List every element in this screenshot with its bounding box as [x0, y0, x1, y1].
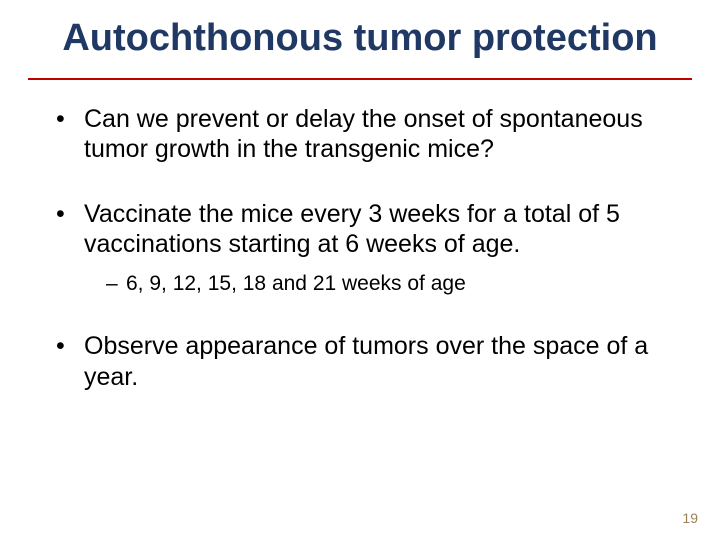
sub-bullet-item: 6, 9, 12, 15, 18 and 21 weeks of age	[106, 270, 680, 297]
bullet-item: Observe appearance of tumors over the sp…	[56, 331, 680, 392]
page-number: 19	[682, 510, 698, 526]
slide-body: Can we prevent or delay the onset of spo…	[0, 80, 720, 392]
slide: Autochthonous tumor protection Can we pr…	[0, 0, 720, 540]
sub-bullet-text: 6, 9, 12, 15, 18 and 21 weeks of age	[126, 272, 466, 295]
bullet-item: Vaccinate the mice every 3 weeks for a t…	[56, 199, 680, 297]
slide-title: Autochthonous tumor protection	[0, 0, 720, 72]
bullet-text: Can we prevent or delay the onset of spo…	[84, 105, 643, 164]
bullet-text: Vaccinate the mice every 3 weeks for a t…	[84, 200, 620, 259]
bullet-item: Can we prevent or delay the onset of spo…	[56, 104, 680, 165]
sub-bullet-list: 6, 9, 12, 15, 18 and 21 weeks of age	[84, 270, 680, 297]
bullet-text: Observe appearance of tumors over the sp…	[84, 332, 648, 391]
bullet-list: Can we prevent or delay the onset of spo…	[56, 104, 680, 392]
